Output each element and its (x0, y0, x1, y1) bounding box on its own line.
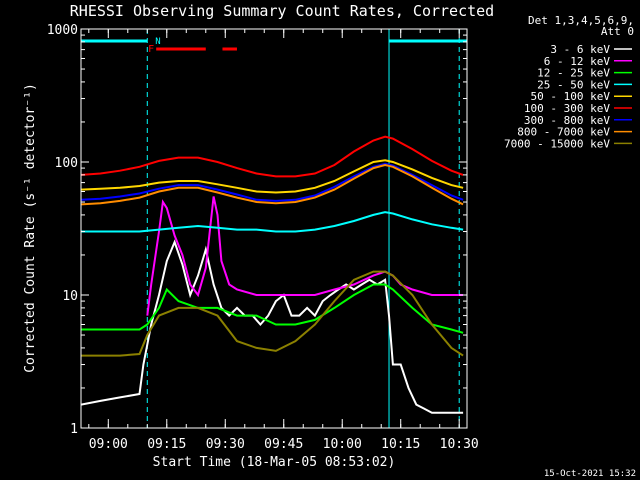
plot-frame (80, 28, 468, 429)
legend-label: 12 - 25 keV (537, 67, 610, 80)
series-line-8 (81, 270, 464, 357)
series-line-2 (81, 283, 464, 334)
x-tick-label: 10:30 (440, 437, 479, 452)
series-layer (81, 135, 464, 414)
series-line-4 (81, 159, 464, 194)
legend-label: 3 - 6 keV (550, 43, 610, 56)
axes-layer: 1 10 100 1000 09:00 09:15 09:30 09:45 10:00 10:15… (47, 23, 479, 452)
series-line-5 (81, 135, 464, 178)
legend-label: 6 - 12 keV (544, 55, 611, 68)
y-tick-label: 1 (70, 422, 78, 437)
x-tick-label: 10:15 (381, 437, 420, 452)
chart-title: RHESSI Observing Summary Count Rates, Co… (70, 2, 494, 20)
legend-label: 7000 - 15000 keV (504, 137, 610, 150)
legend-label: 100 - 300 keV (524, 102, 610, 115)
night-flag-label: N (155, 37, 160, 47)
x-axis-title: Start Time (18-Mar-05 08:53:02) (153, 455, 396, 470)
footer-date: 15-Oct-2021 15:32 (544, 469, 636, 479)
series-line-3 (81, 211, 464, 233)
y-axis-title: Corrected Count Rate (s⁻¹ detector⁻¹) (23, 83, 38, 373)
y-tick-label: 100 (55, 156, 78, 171)
y-tick-label: 10 (62, 289, 78, 304)
x-tick-label: 09:00 (89, 437, 128, 452)
legend-label: 50 - 100 keV (531, 90, 611, 103)
legend-label: 800 - 7000 keV (517, 126, 610, 139)
x-tick-label: 09:15 (147, 437, 186, 452)
series-line-6 (81, 162, 464, 202)
x-tick-label: 10:00 (323, 437, 362, 452)
legend-header-line: Det 1,3,4,5,6,9, (528, 14, 634, 27)
legend-label: 25 - 50 keV (537, 78, 610, 91)
legend-label: 300 - 800 keV (524, 114, 610, 127)
y-tick-label: 1000 (47, 23, 78, 38)
series-line-7 (81, 163, 464, 206)
x-tick-label: 09:30 (206, 437, 245, 452)
series-line-0 (81, 239, 464, 414)
legend-header-line: Att 0 (601, 25, 634, 38)
x-tick-label: 09:45 (264, 437, 303, 452)
flare-flag-label: F (148, 44, 154, 55)
